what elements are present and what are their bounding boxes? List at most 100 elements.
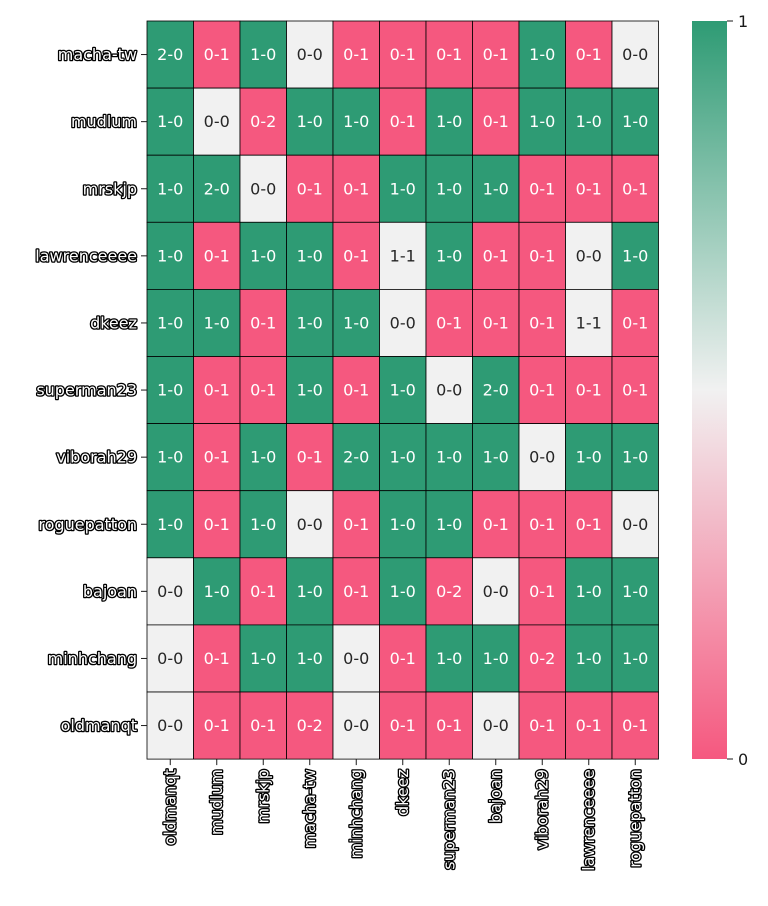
heatmap-cell-label: 0-1 <box>250 582 276 601</box>
heatmap-cell-label: 1-0 <box>622 246 648 265</box>
heatmap-cell-label: 0-1 <box>483 246 509 265</box>
heatmap-cell <box>611 221 659 290</box>
row-label: oldmanqt <box>61 716 137 735</box>
heatmap-cell-label: 0-0 <box>576 246 602 265</box>
row-label: roguepatton <box>38 515 137 534</box>
heatmap-cell <box>146 87 194 156</box>
heatmap-cell <box>239 691 287 760</box>
heatmap-cell-label: 0-0 <box>343 716 369 735</box>
heatmap-cell-label: 0-0 <box>157 716 183 735</box>
column-label: oldmanqt <box>161 769 180 845</box>
heatmap-cell-label: 1-0 <box>157 112 183 131</box>
heatmap-cell <box>518 624 566 693</box>
heatmap-cell-label: 1-0 <box>483 448 509 467</box>
column-label: roguepatton <box>626 769 645 868</box>
heatmap-cell-label: 1-0 <box>157 515 183 534</box>
heatmap-cell <box>472 557 520 626</box>
heatmap-cell-label: 0-1 <box>529 515 555 534</box>
heatmap-cell-label: 1-0 <box>297 313 323 332</box>
heatmap-cell-label: 0-1 <box>529 381 555 400</box>
row-label: macha-tw <box>58 45 137 64</box>
row-label: mudlum <box>71 112 137 131</box>
heatmap-cell <box>518 87 566 156</box>
heatmap-cell-label: 0-0 <box>204 112 230 131</box>
heatmap-cell-label: 0-1 <box>483 313 509 332</box>
heatmap-cell-label: 2-0 <box>157 45 183 64</box>
heatmap-cell-label: 1-0 <box>157 246 183 265</box>
heatmap-cell-label: 1-0 <box>297 649 323 668</box>
heatmap-cell <box>146 288 194 357</box>
heatmap-cell-label: 0-0 <box>483 716 509 735</box>
heatmap-cell-label: 0-1 <box>483 112 509 131</box>
heatmap-cell-label: 0-1 <box>250 716 276 735</box>
heatmap-cell <box>518 691 566 760</box>
heatmap-cell <box>565 691 613 760</box>
heatmap-cell <box>425 154 473 223</box>
heatmap-cell-label: 1-0 <box>622 582 648 601</box>
heatmap-cell-label: 0-1 <box>390 649 416 668</box>
heatmap-cell-label: 1-0 <box>390 582 416 601</box>
heatmap-cell <box>193 288 241 357</box>
heatmap-cell-label: 1-0 <box>204 313 230 332</box>
heatmap-cell-label: 0-1 <box>297 179 323 198</box>
heatmap-cell <box>193 691 241 760</box>
heatmap-cell <box>193 423 241 492</box>
heatmap-cell-label: 1-0 <box>250 45 276 64</box>
heatmap-cell-label: 0-1 <box>529 246 555 265</box>
heatmap-cell-label: 0-1 <box>343 381 369 400</box>
heatmap-cell-label: 1-0 <box>250 448 276 467</box>
heatmap-cell-label: 0-1 <box>622 716 648 735</box>
heatmap-cell-label: 1-1 <box>576 313 602 332</box>
heatmap-cell-label: 0-0 <box>297 515 323 534</box>
heatmap-cell <box>472 624 520 693</box>
heatmap-cell-label: 0-1 <box>204 649 230 668</box>
row-label: mrskjp <box>83 179 137 198</box>
heatmap-cell-label: 0-0 <box>529 448 555 467</box>
heatmap-cell <box>611 154 659 223</box>
heatmap-cell-label: 0-1 <box>343 179 369 198</box>
heatmap-cell <box>611 557 659 626</box>
heatmap-cell <box>193 490 241 559</box>
heatmap-cell <box>379 87 427 156</box>
heatmap-cell-label: 1-0 <box>436 179 462 198</box>
column-label: dkeez <box>393 769 412 816</box>
heatmap-cell-label: 0-0 <box>483 582 509 601</box>
row-label: superman23 <box>36 381 137 400</box>
heatmap-cell-label: 0-1 <box>576 515 602 534</box>
heatmap-cell-label: 0-1 <box>390 112 416 131</box>
heatmap-cell <box>611 288 659 357</box>
heatmap-cell-label: 1-0 <box>436 448 462 467</box>
heatmap-cell-label: 0-1 <box>529 582 555 601</box>
heatmap-cell-label: 0-1 <box>343 246 369 265</box>
heatmap-cell-label: 0-1 <box>483 45 509 64</box>
heatmap-cell-label: 0-1 <box>297 448 323 467</box>
column-label: mudlum <box>207 769 226 835</box>
heatmap-cell <box>379 20 427 89</box>
heatmap-cell-label: 2-0 <box>343 448 369 467</box>
heatmap-cell <box>611 423 659 492</box>
column-label: macha-tw <box>300 769 319 848</box>
heatmap-cell-label: 0-1 <box>529 716 555 735</box>
row-label: minhchang <box>48 649 137 668</box>
heatmap-cell <box>565 221 613 290</box>
heatmap-cell <box>332 221 380 290</box>
heatmap-cell-label: 0-1 <box>622 179 648 198</box>
heatmap-cell <box>472 87 520 156</box>
heatmap-cell <box>286 490 334 559</box>
column-labels: oldmanqt mudlum mrskjp macha-tw minhchang dke… <box>159 759 646 872</box>
heatmap-cell <box>611 624 659 693</box>
heatmap-cell <box>518 288 566 357</box>
heatmap-cell-label: 1-0 <box>250 246 276 265</box>
heatmap-cell <box>565 87 613 156</box>
heatmap-cell <box>146 20 194 89</box>
heatmap-cell <box>611 20 659 89</box>
heatmap-cell-label: 1-0 <box>204 582 230 601</box>
heatmap-cell-label: 0-1 <box>204 448 230 467</box>
heatmap-cell <box>565 288 613 357</box>
heatmap-cell <box>472 490 520 559</box>
heatmap-cell-label: 0-1 <box>529 313 555 332</box>
heatmap-cell <box>146 356 194 424</box>
colorbar-max-label: 1 <box>738 12 748 31</box>
heatmap-cell <box>425 221 473 290</box>
heatmap-cell-label: 1-1 <box>390 246 416 265</box>
